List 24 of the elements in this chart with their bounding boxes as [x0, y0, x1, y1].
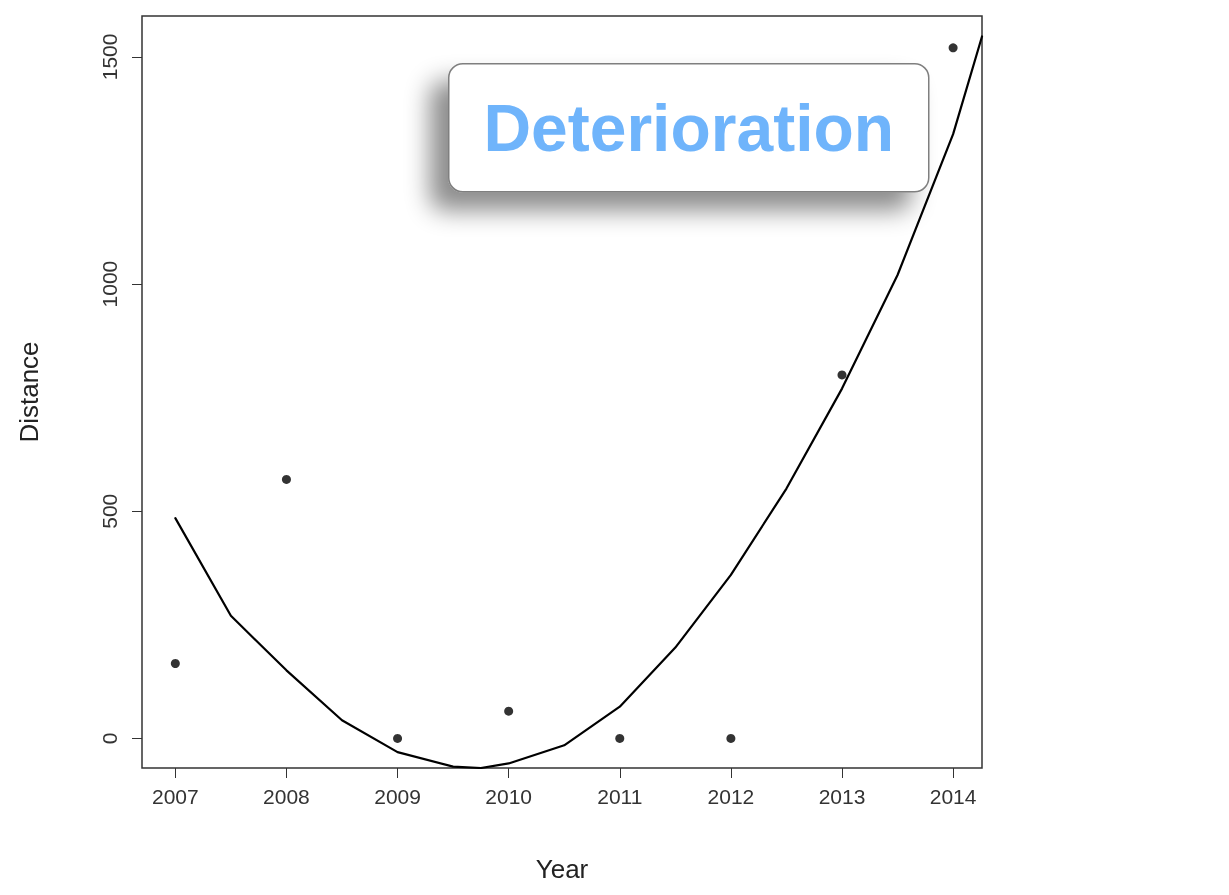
x-axis-title: Year: [535, 854, 589, 884]
point: [170, 658, 180, 668]
x-tick-label: 2012: [707, 785, 755, 808]
y-tick-label: 1500: [98, 33, 121, 81]
x-tick-label: 2010: [485, 785, 533, 808]
y-tick-label: 0: [98, 732, 121, 745]
y-tick-label: 1000: [98, 260, 121, 308]
y-tick-label: 500: [98, 493, 121, 529]
x-tick-label: 2008: [263, 785, 310, 808]
x-tick-label: 2013: [818, 785, 866, 808]
x-tick-label: 2011: [597, 785, 643, 808]
point: [504, 706, 514, 716]
x-tick-label: 2009: [374, 785, 421, 808]
line-series: [174, 35, 984, 770]
point: [837, 370, 847, 380]
point: [615, 733, 625, 743]
point: [948, 43, 958, 53]
y-axis-title: Distance: [14, 341, 44, 443]
annotation: Deterioration: [483, 90, 895, 165]
point: [726, 733, 736, 743]
point: [281, 474, 291, 484]
x-tick-label: 2007: [151, 785, 199, 808]
point: [393, 733, 403, 743]
x-tick-label: 2014: [929, 785, 977, 808]
